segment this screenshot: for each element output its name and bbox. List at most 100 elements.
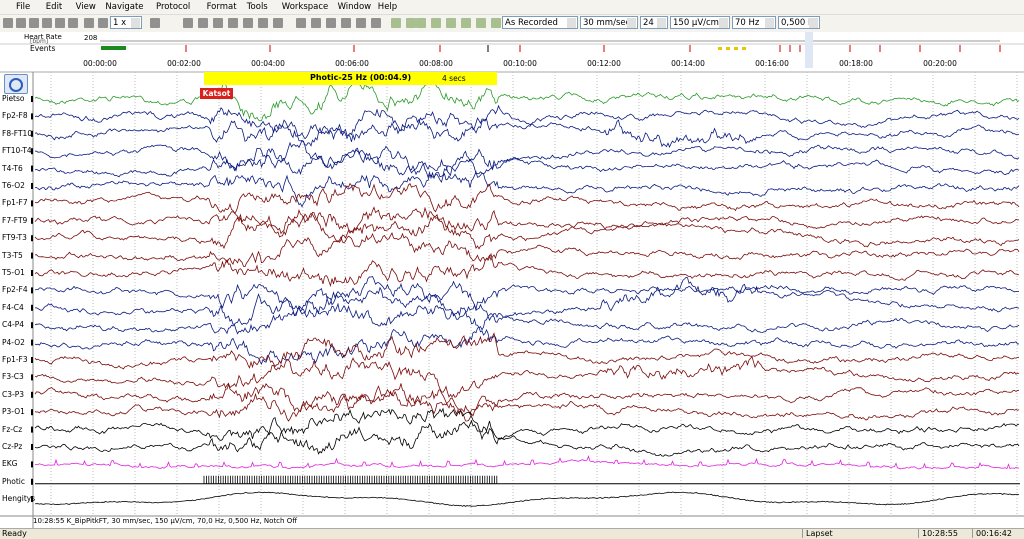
toolbar-button[interactable] [258, 18, 268, 28]
menu-item[interactable]: Help [377, 2, 398, 12]
channel-label[interactable]: Photic [2, 476, 26, 486]
toolbar-button[interactable] [446, 18, 456, 28]
channel-label[interactable]: F7-FT9 [2, 215, 28, 225]
speed-dropdown[interactable]: 1 x [110, 16, 142, 29]
channel-label[interactable]: C3-P3 [2, 389, 25, 399]
channel-label[interactable]: FT10-T4 [2, 146, 32, 156]
menu-item[interactable]: Navigate [105, 2, 144, 12]
toolbar-button[interactable] [406, 18, 416, 28]
toolbar-button[interactable] [326, 18, 336, 28]
toolbar-button[interactable] [296, 18, 306, 28]
sensitivity-dropdown[interactable]: 150 µV/cm [670, 16, 730, 29]
toolbar-button[interactable] [391, 18, 401, 28]
channel-marker [31, 391, 33, 398]
channel-label[interactable]: T3-T5 [2, 250, 23, 260]
trace [34, 491, 1020, 507]
channel-label[interactable]: T5-O1 [2, 268, 25, 277]
channel-label[interactable]: P3-O1 [2, 407, 25, 417]
toolbar-button[interactable] [98, 18, 108, 28]
low-filter-dropdown[interactable]: 0,500 H [778, 16, 820, 29]
channel-label[interactable]: F3-C3 [2, 372, 24, 382]
toolbar-button[interactable] [491, 18, 501, 28]
channel-marker [31, 461, 33, 468]
menu-item[interactable]: File [16, 2, 31, 12]
trace [34, 208, 1020, 250]
toolbar-button[interactable] [3, 18, 13, 28]
channel-label[interactable]: Fp1-F7 [2, 198, 28, 208]
toolbar-button[interactable] [431, 18, 441, 28]
toolbar-button[interactable] [16, 18, 26, 28]
trace [34, 139, 1020, 180]
montage-button[interactable] [4, 74, 28, 94]
toolbar-button[interactable] [150, 18, 160, 28]
trace [34, 276, 1020, 331]
channel-label[interactable]: FT9-T3 [2, 233, 27, 243]
channel-label[interactable]: F4-C4 [2, 302, 24, 312]
trace [34, 182, 1020, 215]
channel-label[interactable]: Fp2-F8 [2, 111, 28, 121]
channel-marker [31, 357, 33, 363]
montage-dropdown[interactable]: As Recorded [502, 16, 578, 29]
toolbar-button[interactable] [228, 18, 238, 28]
event-tag[interactable]: Katsot [200, 88, 233, 99]
menu-item[interactable]: View [75, 2, 96, 12]
channel-label[interactable]: EKG [2, 459, 18, 469]
toolbar-button[interactable] [476, 18, 486, 28]
channel-label[interactable]: F8-FT10 [2, 128, 33, 138]
toolbar-button[interactable] [356, 18, 366, 28]
toolbar-button[interactable] [55, 18, 65, 28]
trace [34, 455, 1019, 470]
trace [34, 231, 1020, 268]
toolbar-button[interactable] [371, 18, 381, 28]
channel-label[interactable]: Pietso [2, 94, 25, 103]
channel-marker [31, 478, 33, 485]
channel-label[interactable]: Fz-Cz [2, 424, 23, 434]
event-star [734, 47, 738, 50]
timeline-label: 00:00:00 [83, 59, 117, 68]
toolbar-button[interactable] [68, 18, 78, 28]
toolbar-button[interactable] [29, 18, 39, 28]
current-window [805, 32, 813, 68]
menu-item[interactable]: Protocol [156, 2, 191, 12]
channel-marker [31, 444, 33, 450]
channel-label[interactable]: Fp1-F3 [2, 355, 28, 364]
status-elapsed: 00:16:42 [972, 529, 1012, 538]
channel-label[interactable]: C4-P4 [2, 320, 25, 330]
toolbar-button[interactable] [243, 18, 253, 28]
status-text: Ready [2, 529, 27, 538]
toolbar-button[interactable] [273, 18, 283, 28]
photic-annotation[interactable] [204, 72, 497, 85]
toolbar-button[interactable] [198, 18, 208, 28]
trace [203, 475, 498, 484]
channels-dropdown[interactable]: 24 [640, 16, 668, 29]
menu-item[interactable]: Edit [45, 2, 63, 12]
high-filter-dropdown[interactable]: 70 Hz [732, 16, 776, 29]
toolbar-button[interactable] [42, 18, 52, 28]
menu-item[interactable]: Format [206, 2, 237, 12]
menu-item[interactable]: Workspace [281, 2, 329, 12]
channel-label[interactable]: Hengitys [2, 494, 36, 503]
channel-marker [31, 183, 33, 189]
channel-label[interactable]: T4-T6 [2, 163, 23, 173]
channel-marker [31, 96, 33, 102]
toolbar-button[interactable] [461, 18, 471, 28]
timebase-dropdown[interactable]: 30 mm/sec [580, 16, 638, 29]
channel-marker [31, 217, 33, 224]
timeline-label: 00:18:00 [839, 59, 873, 68]
heart-rate-value: 208 [84, 34, 98, 42]
toolbar-button[interactable] [341, 18, 351, 28]
event-star [726, 47, 730, 50]
channel-label[interactable]: Fp2-F4 [2, 285, 28, 295]
toolbar-button[interactable] [183, 18, 193, 28]
channel-label[interactable]: T6-O2 [2, 181, 25, 190]
toolbar-button[interactable] [213, 18, 223, 28]
channel-label[interactable]: P4-O2 [2, 337, 25, 347]
trace [34, 252, 1020, 288]
menu-item[interactable]: Window [337, 2, 372, 12]
channel-label[interactable]: Cz-Pz [2, 442, 23, 451]
toolbar-button[interactable] [416, 18, 426, 28]
menu-item[interactable]: Tools [246, 2, 268, 12]
toolbar-button[interactable] [84, 18, 94, 28]
toolbar-button[interactable] [311, 18, 321, 28]
